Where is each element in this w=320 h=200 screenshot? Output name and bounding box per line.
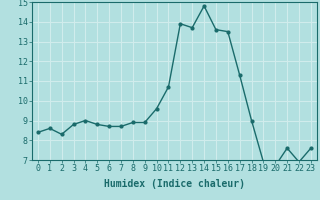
X-axis label: Humidex (Indice chaleur): Humidex (Indice chaleur) xyxy=(104,179,245,189)
